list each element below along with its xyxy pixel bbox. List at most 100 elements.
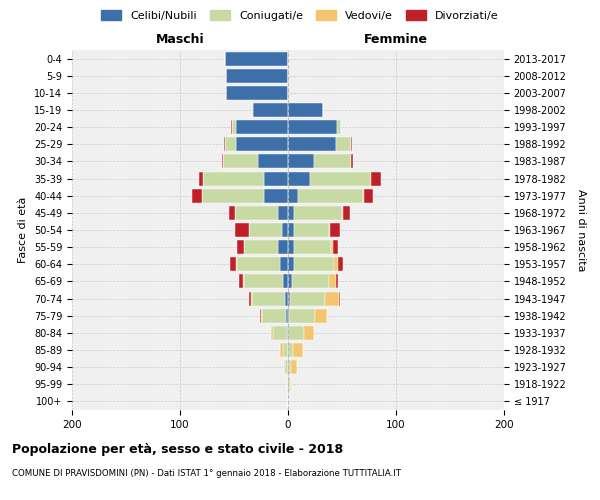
Bar	[284, 360, 285, 374]
Bar	[288, 308, 289, 322]
Bar	[249, 223, 281, 237]
Bar	[285, 292, 288, 306]
Bar	[330, 223, 340, 237]
Bar	[337, 120, 341, 134]
Bar	[314, 154, 350, 168]
Bar	[239, 274, 242, 288]
Bar	[288, 138, 335, 151]
Bar	[192, 188, 202, 202]
Bar	[288, 172, 310, 185]
Bar	[339, 292, 340, 306]
Bar	[199, 172, 203, 185]
Bar	[335, 274, 338, 288]
Bar	[261, 308, 262, 322]
Bar	[258, 154, 288, 168]
Bar	[271, 326, 273, 340]
Bar	[280, 258, 288, 272]
Bar	[310, 172, 371, 185]
Bar	[334, 258, 338, 272]
Bar	[222, 154, 223, 168]
Bar	[232, 120, 236, 134]
Text: Femmine: Femmine	[364, 34, 428, 46]
Bar	[251, 292, 253, 306]
Bar	[288, 258, 295, 272]
Bar	[242, 274, 244, 288]
Bar	[343, 206, 350, 220]
Bar	[249, 292, 251, 306]
Bar	[288, 240, 295, 254]
Bar	[288, 274, 292, 288]
Bar	[295, 223, 329, 237]
Legend: Celibi/Nubili, Coniugati/e, Vedovi/e, Divorziati/e: Celibi/Nubili, Coniugati/e, Vedovi/e, Di…	[97, 6, 503, 25]
Bar	[244, 240, 278, 254]
Text: Maschi: Maschi	[155, 34, 205, 46]
Bar	[288, 360, 291, 374]
Bar	[226, 52, 288, 66]
Bar	[260, 308, 261, 322]
Bar	[342, 206, 343, 220]
Bar	[293, 343, 303, 357]
Y-axis label: Fasce di età: Fasce di età	[19, 197, 28, 263]
Bar	[329, 223, 330, 237]
Bar	[288, 326, 304, 340]
Bar	[334, 240, 338, 254]
Bar	[288, 120, 337, 134]
Bar	[288, 378, 290, 392]
Bar	[264, 172, 288, 185]
Bar	[224, 138, 226, 151]
Bar	[331, 240, 334, 254]
Bar	[290, 292, 325, 306]
Bar	[235, 206, 278, 220]
Bar	[291, 360, 296, 374]
Bar	[273, 326, 287, 340]
Bar	[236, 138, 288, 151]
Bar	[235, 223, 249, 237]
Bar	[236, 120, 288, 134]
Bar	[315, 308, 327, 322]
Bar	[288, 206, 295, 220]
Bar	[223, 154, 258, 168]
Bar	[338, 258, 343, 272]
Bar	[290, 378, 291, 392]
Bar	[335, 138, 350, 151]
Bar	[289, 308, 315, 322]
Bar	[364, 188, 373, 202]
Bar	[244, 274, 283, 288]
Bar	[329, 274, 335, 288]
Bar	[371, 172, 381, 185]
Bar	[283, 274, 288, 288]
Bar	[280, 343, 283, 357]
Bar	[229, 206, 235, 220]
Bar	[226, 68, 288, 82]
Bar	[286, 308, 288, 322]
Bar	[287, 378, 288, 392]
Bar	[253, 103, 288, 117]
Bar	[202, 188, 264, 202]
Text: Popolazione per età, sesso e stato civile - 2018: Popolazione per età, sesso e stato civil…	[12, 442, 343, 456]
Bar	[295, 240, 331, 254]
Bar	[325, 292, 339, 306]
Bar	[304, 326, 314, 340]
Bar	[281, 223, 288, 237]
Bar	[295, 206, 342, 220]
Bar	[283, 343, 288, 357]
Bar	[226, 86, 288, 100]
Text: COMUNE DI PRAVISDOMINI (PN) - Dati ISTAT 1° gennaio 2018 - Elaborazione TUTTITAL: COMUNE DI PRAVISDOMINI (PN) - Dati ISTAT…	[12, 468, 401, 477]
Bar	[253, 292, 285, 306]
Bar	[298, 188, 362, 202]
Bar	[292, 274, 329, 288]
Bar	[237, 258, 280, 272]
Bar	[288, 154, 314, 168]
Bar	[288, 223, 295, 237]
Bar	[350, 154, 353, 168]
Bar	[362, 188, 364, 202]
Bar	[287, 326, 288, 340]
Bar	[278, 240, 288, 254]
Bar	[264, 188, 288, 202]
Bar	[350, 138, 352, 151]
Bar	[262, 308, 286, 322]
Bar	[230, 258, 236, 272]
Bar	[203, 172, 264, 185]
Y-axis label: Anni di nascita: Anni di nascita	[576, 188, 586, 271]
Bar	[295, 258, 334, 272]
